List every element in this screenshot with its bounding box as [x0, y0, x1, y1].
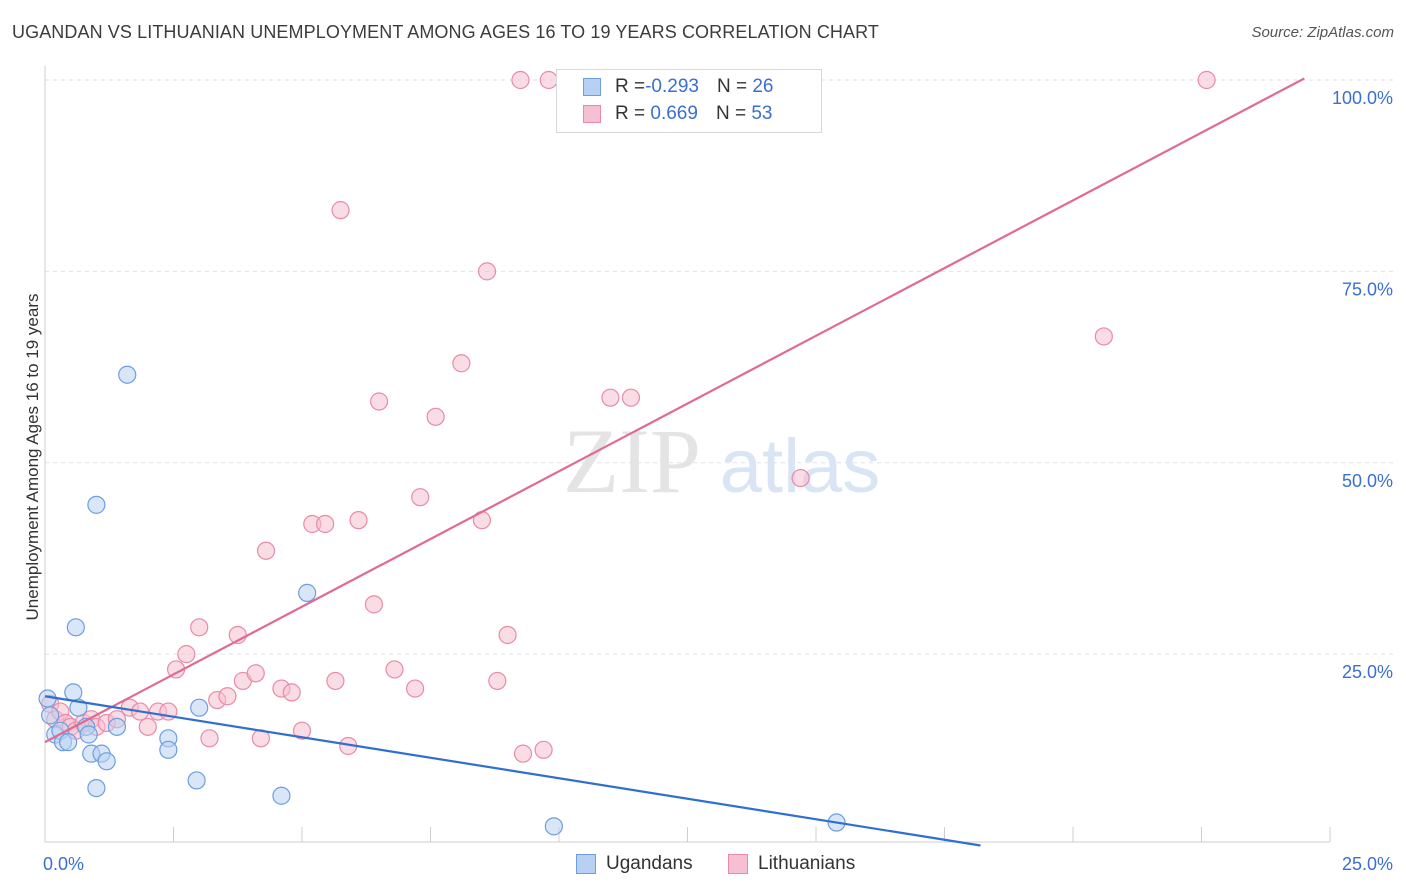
ugandans-point — [87, 778, 106, 798]
chart-source: Source: ZipAtlas.com — [1251, 24, 1394, 41]
bottom-legend-ugandans: Ugandans — [576, 851, 693, 877]
lithuanians-point — [452, 354, 471, 373]
y-tick-label: 75.0% — [1342, 279, 1393, 299]
lithuanians-legend-label: Lithuanians — [758, 853, 856, 874]
lithuanians-point — [282, 683, 301, 702]
ugandans-legend-swatch — [576, 854, 596, 874]
ugandans-point — [97, 752, 116, 771]
lithuanians-point — [601, 388, 620, 407]
ugandans-point — [79, 725, 98, 744]
stats-legend: R = -0.293 N = 26 R = 0.669 N = 53 — [556, 69, 822, 133]
ugandans-point — [107, 717, 127, 736]
lithuanians-point — [370, 392, 389, 411]
lithuanians-trend-line — [44, 77, 1305, 744]
watermark-zip: ZIP — [563, 410, 701, 512]
lithuanians-point — [385, 660, 404, 679]
ugandans-trend-line — [44, 695, 981, 847]
lithuanians-point — [326, 671, 345, 691]
ugandans-point — [69, 698, 88, 717]
ugandans-point — [544, 817, 563, 836]
lithuanians-point — [488, 671, 507, 691]
legend-n-value: 53 — [751, 103, 773, 124]
lithuanians-point — [477, 262, 497, 281]
ugandans-point — [159, 740, 178, 759]
ugandans-point — [272, 786, 291, 805]
lithuanians-points — [41, 70, 1216, 763]
trend-lines — [44, 77, 1305, 847]
lithuanians-point — [426, 407, 445, 426]
x-tick-label-min: 0.0% — [43, 854, 84, 874]
lithuanians-point — [1094, 327, 1113, 346]
ugandans-swatch — [583, 78, 601, 96]
y-tick-label: 100.0% — [1332, 88, 1393, 108]
ugandans-point — [66, 618, 85, 637]
lithuanians-point — [1197, 70, 1216, 90]
lithuanians-point — [256, 541, 276, 560]
lithuanians-point — [364, 595, 384, 614]
ugandans-point — [298, 583, 317, 602]
bottom-legend-lithuanians: Lithuanians — [728, 851, 855, 877]
lithuanians-point — [411, 488, 430, 507]
ugandans-legend-label: Ugandans — [606, 853, 693, 874]
legend-n-label: N = — [715, 103, 752, 124]
lithuanians-point — [190, 618, 209, 637]
watermark-atlas: atlas — [720, 424, 881, 509]
lithuanians-point — [539, 70, 558, 90]
y-axis-label: Unemployment Among Ages 16 to 19 years — [23, 294, 42, 621]
ugandans-point — [59, 733, 78, 752]
lithuanians-point — [511, 70, 530, 90]
lithuanians-point — [200, 729, 219, 748]
lithuanians-point — [791, 468, 810, 488]
lithuanians-point — [621, 388, 641, 407]
lithuanians-point — [177, 645, 196, 664]
ugandans-point — [118, 365, 137, 384]
grid-layer — [45, 79, 1395, 655]
lithuanians-point — [349, 511, 368, 530]
ugandans-point — [41, 706, 60, 725]
ugandans-points — [38, 365, 846, 836]
legend-r-label: R = — [615, 103, 646, 124]
ugandans-point — [187, 771, 206, 790]
x-tick-label-max: 25.0% — [1342, 854, 1393, 874]
ugandans-point — [87, 495, 106, 514]
lithuanians-point — [218, 687, 237, 706]
legend-n-label: N = — [716, 76, 753, 97]
lithuanians-legend-swatch — [728, 854, 748, 874]
lithuanians-point — [316, 514, 335, 534]
legend-row-lithuanians: R = 0.669 N = 53 — [583, 102, 772, 126]
lithuanians-point — [246, 664, 265, 683]
lithuanians-point — [513, 744, 533, 763]
legend-r-value: -0.293 — [645, 76, 699, 97]
lithuanians-point — [292, 721, 312, 740]
legend-r-label: R = — [615, 76, 646, 97]
y-tick-label: 25.0% — [1342, 662, 1393, 682]
lithuanians-point — [331, 201, 350, 220]
lithuanians-swatch — [583, 105, 601, 123]
chart-title: UGANDAN VS LITHUANIAN UNEMPLOYMENT AMONG… — [12, 22, 880, 42]
legend-n-value: 26 — [752, 76, 774, 97]
ugandans-point — [190, 698, 209, 717]
watermark: ZIP atlas — [563, 410, 880, 512]
legend-row-ugandans: R = -0.293 N = 26 — [583, 75, 774, 99]
tick-labels: 25.0% 50.0% 75.0% 100.0% 0.0% 25.0% — [43, 88, 1393, 874]
y-tick-label: 50.0% — [1342, 471, 1393, 491]
lithuanians-point — [498, 625, 517, 645]
lithuanians-point — [534, 740, 553, 759]
legend-r-value: 0.669 — [645, 103, 698, 124]
lithuanians-point — [405, 679, 425, 698]
ugandans-point — [64, 683, 83, 702]
lithuanians-point — [138, 717, 157, 736]
